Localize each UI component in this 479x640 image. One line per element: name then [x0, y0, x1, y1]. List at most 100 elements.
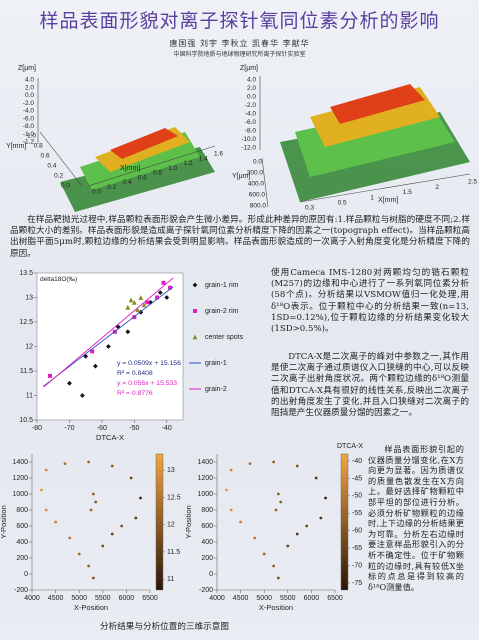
point — [93, 363, 98, 369]
axis-tick-label: 0.5 — [338, 200, 347, 207]
y-axis-title: delta18O(‰) — [40, 276, 77, 283]
colorbar-tick-label: 11 — [167, 576, 174, 583]
x-tick-label: 5000 — [71, 595, 87, 602]
point — [125, 329, 131, 335]
y-tick-label: -200 — [14, 587, 28, 594]
x-tick-label: 6000 — [304, 595, 320, 602]
legend-label: grain-1 — [205, 360, 227, 367]
colorbar-tick-label: 12 — [167, 522, 175, 529]
chart: -200 0 200 400 600 800 1000 1200 1400 4000 4500 500… — [0, 453, 181, 612]
axis-label: Y[μm] — [232, 173, 250, 180]
chart: 10.5 11 11.5 12 12.5 13 13.5 -80 -70 -60 -50 -40 del… — [19, 270, 243, 442]
legend-label: grain-2 — [205, 386, 227, 393]
x-tick-label: -70 — [64, 425, 74, 432]
y-tick-label: 1400 — [12, 459, 28, 466]
affiliation: 中国科学院地质与地球物理研究所离子探针实验室 — [173, 51, 306, 58]
axis-tick-label: -8.0 — [23, 123, 35, 130]
y-tick-label: 600 — [201, 523, 213, 530]
axis — [261, 157, 269, 208]
colorbar-tick-label: -55 — [352, 510, 362, 517]
colorbar-tick-label: -70 — [352, 562, 362, 569]
annotation: R² = 0.8408 — [117, 370, 153, 377]
axis-label: X[mm] — [120, 165, 140, 172]
axis-tick-label: 1.0 — [27, 133, 36, 140]
caption: 分析结果与分析位置的三维示意图 — [100, 622, 229, 632]
point — [134, 516, 138, 520]
point — [138, 309, 144, 315]
axis-tick-label: 0.4 — [123, 179, 132, 186]
y-tick-label: 0 — [209, 571, 213, 578]
axis-tick-label: -8.0 — [245, 128, 257, 135]
axis-tick-label: 0.6 — [41, 153, 50, 160]
x-tick-label: -60 — [97, 425, 107, 432]
y-axis-title: Y-Position — [185, 505, 193, 539]
plot-area — [32, 454, 150, 590]
y-tick-label: -200 — [199, 587, 213, 594]
y-tick-label: 0 — [24, 571, 28, 578]
paragraph: DTCA-X是二次离子的峰对中参数之一,其作用是使二次离子通过质谱仪入口狭缝的中… — [271, 352, 469, 419]
axis-tick-label: 0.3 — [305, 205, 314, 212]
axis-tick-label: 1.5 — [403, 189, 412, 196]
annotation: y = 0.056x + 15.533 — [117, 380, 177, 387]
y-tick-label: 1200 — [197, 475, 213, 482]
axis-tick-label: 4.0 — [25, 77, 34, 84]
point — [225, 488, 228, 492]
colorbar-tick-label: 11.5 — [167, 549, 180, 556]
point — [229, 468, 233, 472]
point — [145, 300, 150, 305]
paragraph: 在样品靶抛光过程中,样品颗粒表面形貌会产生微小差异。形成此种差异的原因有:1.样… — [10, 215, 470, 259]
x-tick-label: 4500 — [233, 595, 249, 602]
x-tick-label: 5000 — [256, 595, 272, 602]
fit-line — [43, 277, 174, 388]
y-tick-label: 1000 — [197, 491, 213, 498]
y-tick-label: 11 — [26, 392, 33, 399]
axis-tick-label: 0.0 — [247, 94, 256, 101]
axis-tick-label: 0.8 — [34, 143, 43, 150]
x-tick-label: 5500 — [280, 595, 296, 602]
point — [110, 464, 114, 468]
y-tick-label: 800 — [16, 507, 28, 514]
axis-tick-label: 1 — [370, 194, 374, 201]
point — [63, 462, 67, 465]
point — [239, 520, 242, 524]
point — [305, 524, 309, 528]
axis — [87, 145, 216, 187]
point — [276, 576, 280, 580]
point — [54, 520, 57, 524]
point — [83, 353, 89, 359]
x-tick-label: 4000 — [24, 595, 40, 602]
point — [161, 280, 166, 285]
point — [94, 500, 98, 504]
axis-tick-label: 2.0 — [247, 85, 256, 92]
y-tick-label: 10.5 — [19, 417, 33, 424]
point — [272, 564, 276, 568]
axis-label: X[mm] — [378, 197, 398, 204]
point — [155, 295, 160, 300]
surface-figures: Z[μm]4.02.00.0-2.0-4.0-6.0-8.0-1.0-1.2Y[… — [6, 65, 477, 212]
axis-tick-label: 1.6 — [214, 151, 223, 158]
point — [253, 536, 257, 540]
axis-tick-label: 800.0 — [250, 203, 267, 210]
y-tick-label: 11.5 — [20, 368, 33, 375]
axis-tick-label: -4.0 — [23, 108, 35, 115]
x-tick-label: 4500 — [48, 595, 64, 602]
point — [141, 302, 147, 308]
surface-peak — [330, 84, 425, 124]
point — [87, 460, 91, 464]
axis-tick-label: 2.0 — [25, 84, 34, 91]
point — [295, 464, 299, 468]
point — [77, 552, 81, 556]
axis-tick-label: -10.0 — [241, 136, 256, 143]
y-tick-label: 12 — [25, 343, 33, 350]
point — [128, 297, 134, 303]
paragraph: 使用Cameca IMS-1280对两颗均匀的锆石颗粒(M257)的边缘和中心进… — [271, 268, 469, 335]
axis-tick-label: 4.0 — [247, 77, 256, 84]
axis-tick-label: 2 — [435, 184, 439, 191]
point — [44, 468, 48, 472]
axis-tick-label: 0.2 — [107, 184, 116, 191]
colorbar-tick-label: -40 — [352, 458, 362, 465]
axis-tick-label: 600.0 — [249, 192, 266, 199]
axis — [39, 131, 83, 187]
point — [135, 307, 140, 313]
x-axis-title: DTCA-X — [96, 433, 124, 442]
